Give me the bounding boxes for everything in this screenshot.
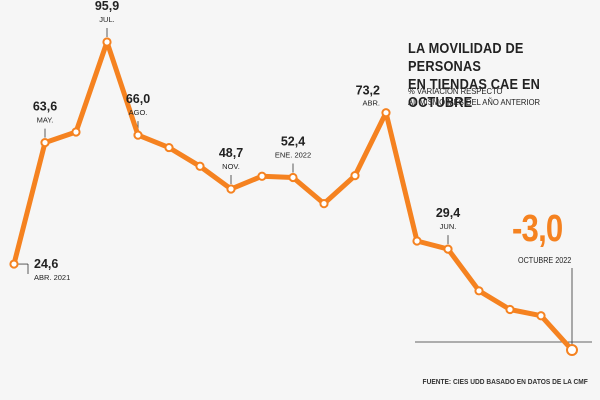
data-point	[350, 171, 360, 181]
data-point	[381, 108, 391, 118]
data-point	[102, 37, 112, 47]
data-point	[536, 311, 546, 321]
data-point	[443, 244, 453, 254]
data-point	[566, 344, 578, 356]
data-label-value: 73,2	[356, 84, 380, 98]
data-point	[133, 130, 143, 140]
subtitle-line-1: % VARIACIÓN RESPECTO	[408, 86, 503, 96]
markers	[9, 37, 578, 356]
data-label-month: JUL.	[99, 15, 114, 24]
data-point	[40, 137, 50, 148]
data-label-value: 29,4	[436, 206, 460, 220]
chart-subtitle: % VARIACIÓN RESPECTO AL MISMO MES DEL AÑ…	[408, 86, 600, 108]
highlight-month: OCTUBRE 2022	[518, 256, 572, 265]
data-label-value: 66,0	[126, 92, 150, 106]
data-point	[71, 127, 81, 137]
data-label-month: ENE. 2022	[275, 150, 311, 159]
data-label-value: 52,4	[281, 134, 305, 148]
data-point	[257, 171, 267, 181]
data-label-month: AGO.	[129, 108, 148, 117]
data-point	[474, 286, 484, 296]
data-point	[505, 304, 515, 315]
source-note: FUENTE: CIES UDD BASADO EN DATOS DE LA C…	[422, 377, 588, 386]
data-label-month: MAY.	[37, 116, 54, 125]
data-label-value: 63,6	[33, 100, 57, 114]
leader-lines	[14, 28, 573, 345]
data-label-value: 48,7	[219, 146, 243, 160]
data-point	[164, 142, 174, 153]
data-point	[319, 199, 329, 209]
title-line-1: LA MOVILIDAD DE PERSONAS	[408, 41, 524, 75]
highlight-value: -3,0	[512, 208, 563, 250]
data-label-month: ABR. 2021	[34, 273, 70, 282]
chart-title: LA MOVILIDAD DE PERSONAS EN TIENDAS CAE …	[408, 40, 575, 112]
data-label-value: 95,9	[95, 0, 119, 13]
data-label-value: 24,6	[34, 257, 58, 271]
title-line-2: EN TIENDAS CAE EN OCTUBRE	[408, 77, 541, 111]
data-point	[9, 259, 19, 269]
data-label-month: JUN.	[440, 222, 457, 231]
data-point	[288, 172, 298, 183]
data-labels: 24,6 ABR. 2021 63,6 MAY. 95,9 JUL. 66,0 AGO. 48,…	[33, 0, 460, 282]
data-point	[412, 236, 422, 246]
data-label-month: NOV.	[222, 162, 240, 171]
data-point	[226, 184, 236, 194]
subtitle-line-2: AL MISMO MES DEL AÑO ANTERIOR	[408, 97, 541, 107]
data-label-month: ABR.	[362, 99, 380, 108]
data-point	[195, 161, 205, 171]
